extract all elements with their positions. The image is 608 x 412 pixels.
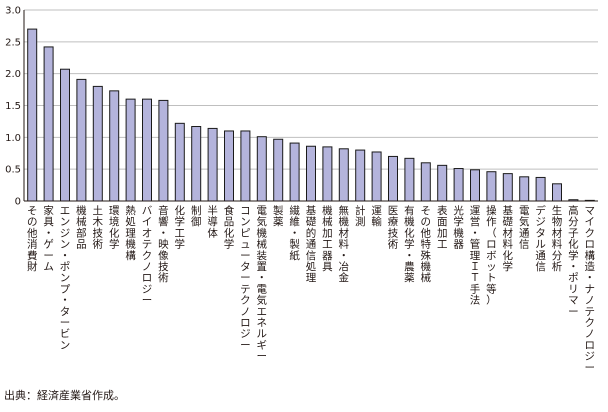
bar	[43, 46, 54, 202]
category-label: コンピューターテクノロジー	[240, 205, 251, 351]
category-label: 医療技術	[388, 205, 399, 251]
category-label: 表面加工	[437, 204, 448, 251]
bar	[535, 176, 546, 202]
bar	[273, 138, 284, 202]
category-label: 無機材料・冶金	[339, 204, 350, 284]
bar	[76, 78, 87, 202]
bar	[420, 162, 431, 202]
bar	[453, 168, 464, 202]
bar	[519, 176, 530, 202]
category-label: デジタル通信	[535, 204, 546, 273]
category-label: 土木技術	[93, 204, 104, 251]
category-label: 化学工学	[175, 204, 186, 251]
category-label: 高分子化学・ポリマー	[568, 204, 579, 318]
bar	[207, 127, 218, 202]
y-tick-label: 2.0	[5, 69, 21, 80]
bar	[109, 90, 120, 202]
bar	[224, 130, 234, 202]
y-tick-label: 2.5	[5, 37, 21, 48]
bar	[470, 169, 480, 202]
bar	[174, 122, 185, 202]
bar	[191, 126, 202, 202]
category-label: 基礎的通信処理	[306, 204, 317, 284]
y-tick-label: 3.0	[5, 6, 21, 17]
category-label: 光学機器	[453, 204, 464, 251]
category-label: 熱処理機構	[125, 204, 136, 262]
bar	[388, 155, 398, 202]
bar	[437, 164, 448, 202]
category-label: その他特殊機械	[421, 205, 432, 284]
category-label: 機械加工器具	[322, 204, 333, 273]
category-label: マイクロ構造・ナノテクノロジー	[585, 205, 596, 374]
category-label: 環境化学	[109, 205, 120, 251]
category-label: 電気機械装置・電気エネルギー	[257, 205, 268, 363]
bar	[158, 99, 169, 202]
category-label: その他消費財	[27, 205, 38, 273]
bar	[502, 173, 513, 202]
y-tick-label: 1.5	[5, 101, 21, 112]
bar	[552, 183, 562, 202]
bar	[404, 157, 415, 202]
category-label: 基礎材料化学	[503, 204, 514, 273]
category-label: 食品化学	[224, 204, 235, 251]
bar	[92, 85, 103, 202]
category-label: 運輸	[371, 205, 382, 228]
bar	[338, 148, 349, 202]
bar	[27, 28, 38, 202]
category-label: 機械部品	[76, 204, 87, 251]
bar	[486, 171, 497, 202]
bar	[371, 151, 382, 202]
bar	[355, 149, 366, 202]
category-label: 音響・映像技術	[158, 204, 169, 284]
category-label: 製薬	[273, 204, 284, 228]
category-label: 運営・管理ＩＴ手法	[470, 205, 481, 307]
category-label: 家具・ゲーム	[43, 204, 54, 273]
bar	[142, 98, 152, 202]
y-tick-label: 0.5	[5, 165, 21, 176]
bar	[289, 142, 300, 202]
y-tick-label: 0	[15, 197, 21, 208]
category-label: 半導体	[207, 204, 218, 239]
category-label: 計測	[355, 204, 366, 228]
source-note: 出典：経済産業省作成。	[4, 389, 125, 402]
bar	[125, 98, 136, 202]
category-label: 操作（ロボット等）	[486, 204, 497, 307]
category-label: 繊維・製紙	[289, 204, 300, 262]
bar	[306, 145, 316, 202]
category-label: 有機化学・農薬	[404, 204, 415, 284]
category-label: 電気通信	[519, 205, 530, 251]
bar	[60, 68, 70, 202]
category-label: エンジン・ポンプ・タービン	[60, 205, 71, 351]
y-tick-label: 1.0	[5, 133, 21, 144]
category-label: 制御	[191, 204, 202, 228]
bar	[256, 136, 267, 202]
category-label: 生物材料分析	[552, 204, 563, 273]
category-label: バイオテクノロジー	[142, 205, 153, 307]
bar	[322, 146, 333, 202]
bar	[240, 130, 251, 202]
